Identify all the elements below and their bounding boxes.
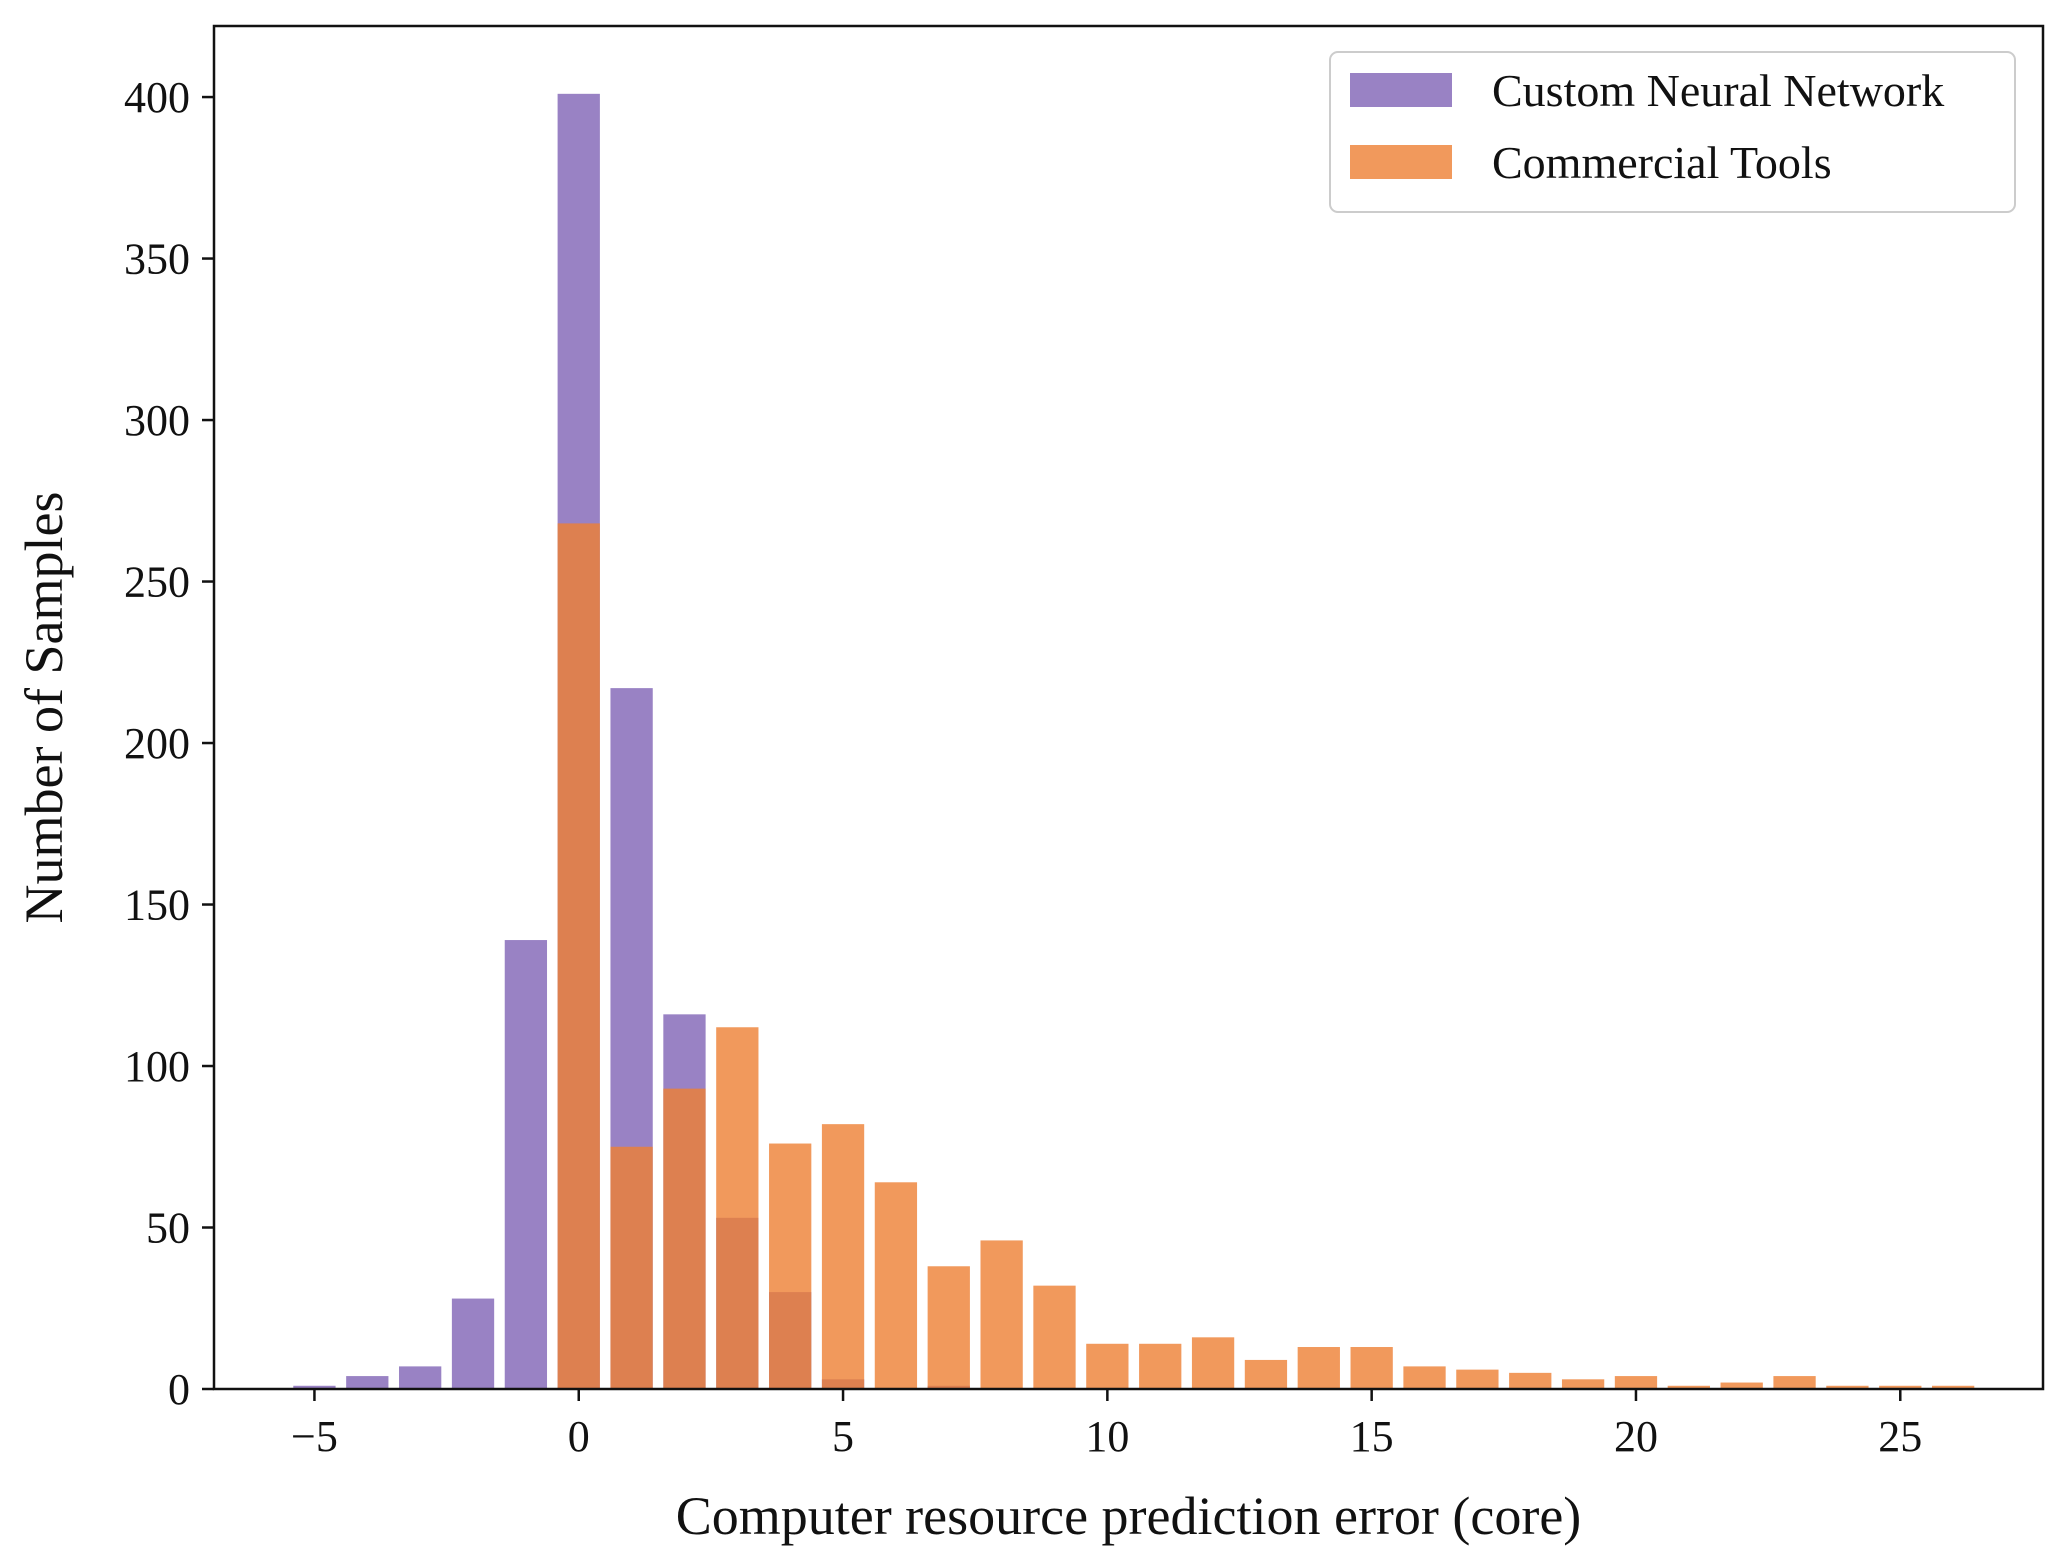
legend-label-commercial-tools: Commercial Tools — [1492, 137, 1832, 188]
bar-commercial-tools — [769, 1143, 812, 1389]
bar-commercial-tools — [1773, 1376, 1816, 1389]
bar-commercial-tools — [716, 1027, 759, 1389]
bar-commercial-tools — [1614, 1376, 1658, 1389]
y-tick-label: 0 — [168, 1365, 190, 1414]
bar-commercial-tools — [980, 1240, 1023, 1389]
series-commercial-tools — [557, 523, 1975, 1389]
legend-entry: Custom Neural Network — [1350, 65, 1944, 116]
bar-commercial-tools — [1086, 1343, 1129, 1389]
y-tick-label: 100 — [124, 1042, 190, 1091]
y-tick-label: 200 — [124, 719, 190, 768]
y-tick-label: 50 — [146, 1204, 190, 1253]
bar-commercial-tools — [1191, 1337, 1235, 1389]
y-tick-label: 300 — [124, 396, 190, 445]
legend-entry: Commercial Tools — [1350, 137, 1832, 188]
y-tick-label: 350 — [124, 235, 190, 284]
bar-custom-neural-network — [346, 1376, 389, 1389]
bar-commercial-tools — [1244, 1359, 1288, 1389]
x-tick-label: 10 — [1085, 1412, 1129, 1461]
bar-commercial-tools — [821, 1124, 865, 1389]
y-tick-label: 150 — [124, 881, 190, 930]
bar-commercial-tools — [1826, 1385, 1869, 1389]
bar-commercial-tools — [1297, 1347, 1340, 1389]
bar-commercial-tools — [1139, 1343, 1182, 1389]
bar-commercial-tools — [927, 1266, 970, 1389]
x-axis-title: Computer resource prediction error (core… — [676, 1486, 1582, 1546]
bar-custom-neural-network — [293, 1385, 336, 1389]
x-tick-label: 15 — [1350, 1412, 1394, 1461]
x-tick-label: 25 — [1878, 1412, 1922, 1461]
bar-commercial-tools — [1403, 1366, 1446, 1389]
bar-commercial-tools — [663, 1088, 706, 1389]
legend-box — [1329, 51, 2016, 213]
bar-commercial-tools — [1720, 1382, 1763, 1389]
legend-label-custom-neural-network: Custom Neural Network — [1492, 65, 1944, 116]
x-tick-label: 20 — [1614, 1412, 1658, 1461]
bar-custom-neural-network — [451, 1298, 495, 1389]
y-tick-label: 250 — [124, 558, 190, 607]
x-tick-label: −5 — [291, 1412, 338, 1461]
bar-commercial-tools — [1509, 1372, 1552, 1389]
bar-commercial-tools — [1456, 1369, 1499, 1389]
bar-commercial-tools — [557, 523, 600, 1389]
y-tick-label: 400 — [124, 73, 190, 122]
legend: Custom Neural Network Commercial Tools — [1329, 51, 2016, 213]
legend-swatch-custom-neural-network — [1350, 73, 1452, 107]
bar-commercial-tools — [1879, 1385, 1922, 1389]
bar-commercial-tools — [610, 1146, 653, 1389]
x-axis: −5 0 5 10 15 20 25 — [291, 1389, 1922, 1461]
bar-custom-neural-network — [504, 940, 548, 1389]
bar-commercial-tools — [1561, 1379, 1605, 1389]
bar-commercial-tools — [1667, 1385, 1710, 1389]
y-axis: 0 50 100 150 200 250 300 350 400 — [124, 73, 214, 1414]
x-tick-label: 0 — [568, 1412, 590, 1461]
plot-frame — [212, 24, 2045, 1391]
bar-commercial-tools — [1350, 1347, 1393, 1389]
x-tick-label: 5 — [832, 1412, 854, 1461]
bar-custom-neural-network — [399, 1366, 442, 1389]
bars-layer — [293, 93, 1975, 1389]
y-axis-title: Number of Samples — [14, 492, 74, 924]
legend-swatch-commercial-tools — [1350, 145, 1452, 179]
bar-commercial-tools — [1931, 1385, 1975, 1389]
bar-commercial-tools — [1033, 1285, 1076, 1389]
bar-commercial-tools — [874, 1182, 918, 1389]
